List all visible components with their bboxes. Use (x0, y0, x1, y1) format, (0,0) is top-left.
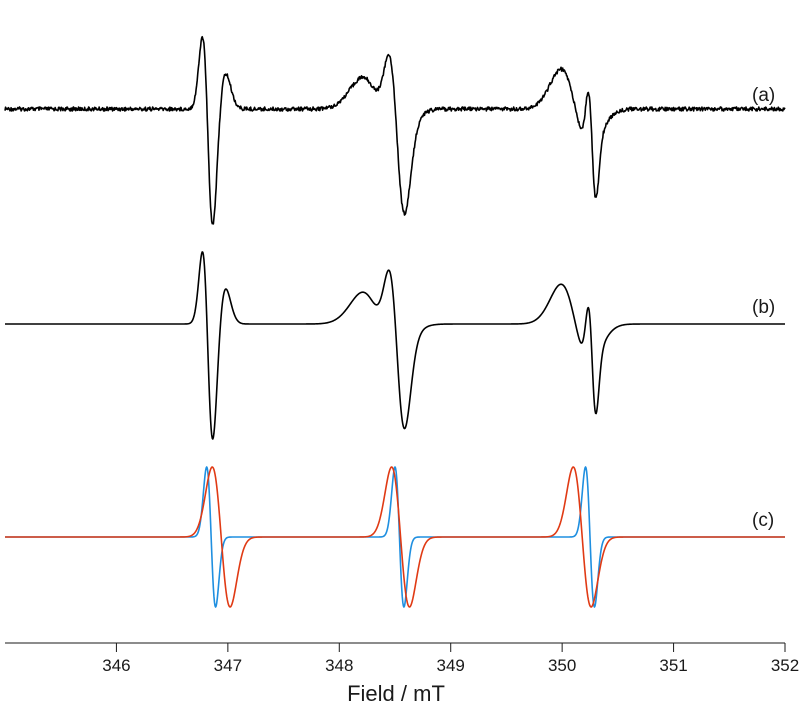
spectrum-line-c-2 (4, 466, 786, 608)
x-tick-label-350: 350 (548, 656, 576, 675)
x-tick-label-351: 351 (659, 656, 687, 675)
x-tick-label-347: 347 (214, 656, 242, 675)
panel-b (4, 251, 786, 440)
x-axis-title: Field / mT (347, 681, 445, 706)
spectra-panels (4, 35, 786, 608)
x-tick-label-352: 352 (771, 656, 799, 675)
panel-label-c: (c) (752, 510, 774, 531)
spectrum-line-a-1 (4, 35, 786, 225)
x-tick-label-346: 346 (102, 656, 130, 675)
panel-a (4, 35, 786, 225)
panel-label-b: (b) (752, 297, 775, 318)
x-axis-ticks: 346 347 348 349 350 351 352 (102, 643, 799, 675)
spectrum-line-b-1 (4, 251, 786, 440)
panel-label-a: (a) (752, 85, 775, 106)
x-tick-label-348: 348 (325, 656, 353, 675)
x-tick-label-349: 349 (437, 656, 465, 675)
panel-c (4, 466, 786, 608)
